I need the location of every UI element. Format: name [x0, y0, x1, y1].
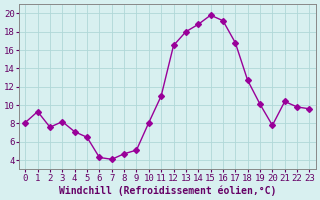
X-axis label: Windchill (Refroidissement éolien,°C): Windchill (Refroidissement éolien,°C): [59, 185, 276, 196]
